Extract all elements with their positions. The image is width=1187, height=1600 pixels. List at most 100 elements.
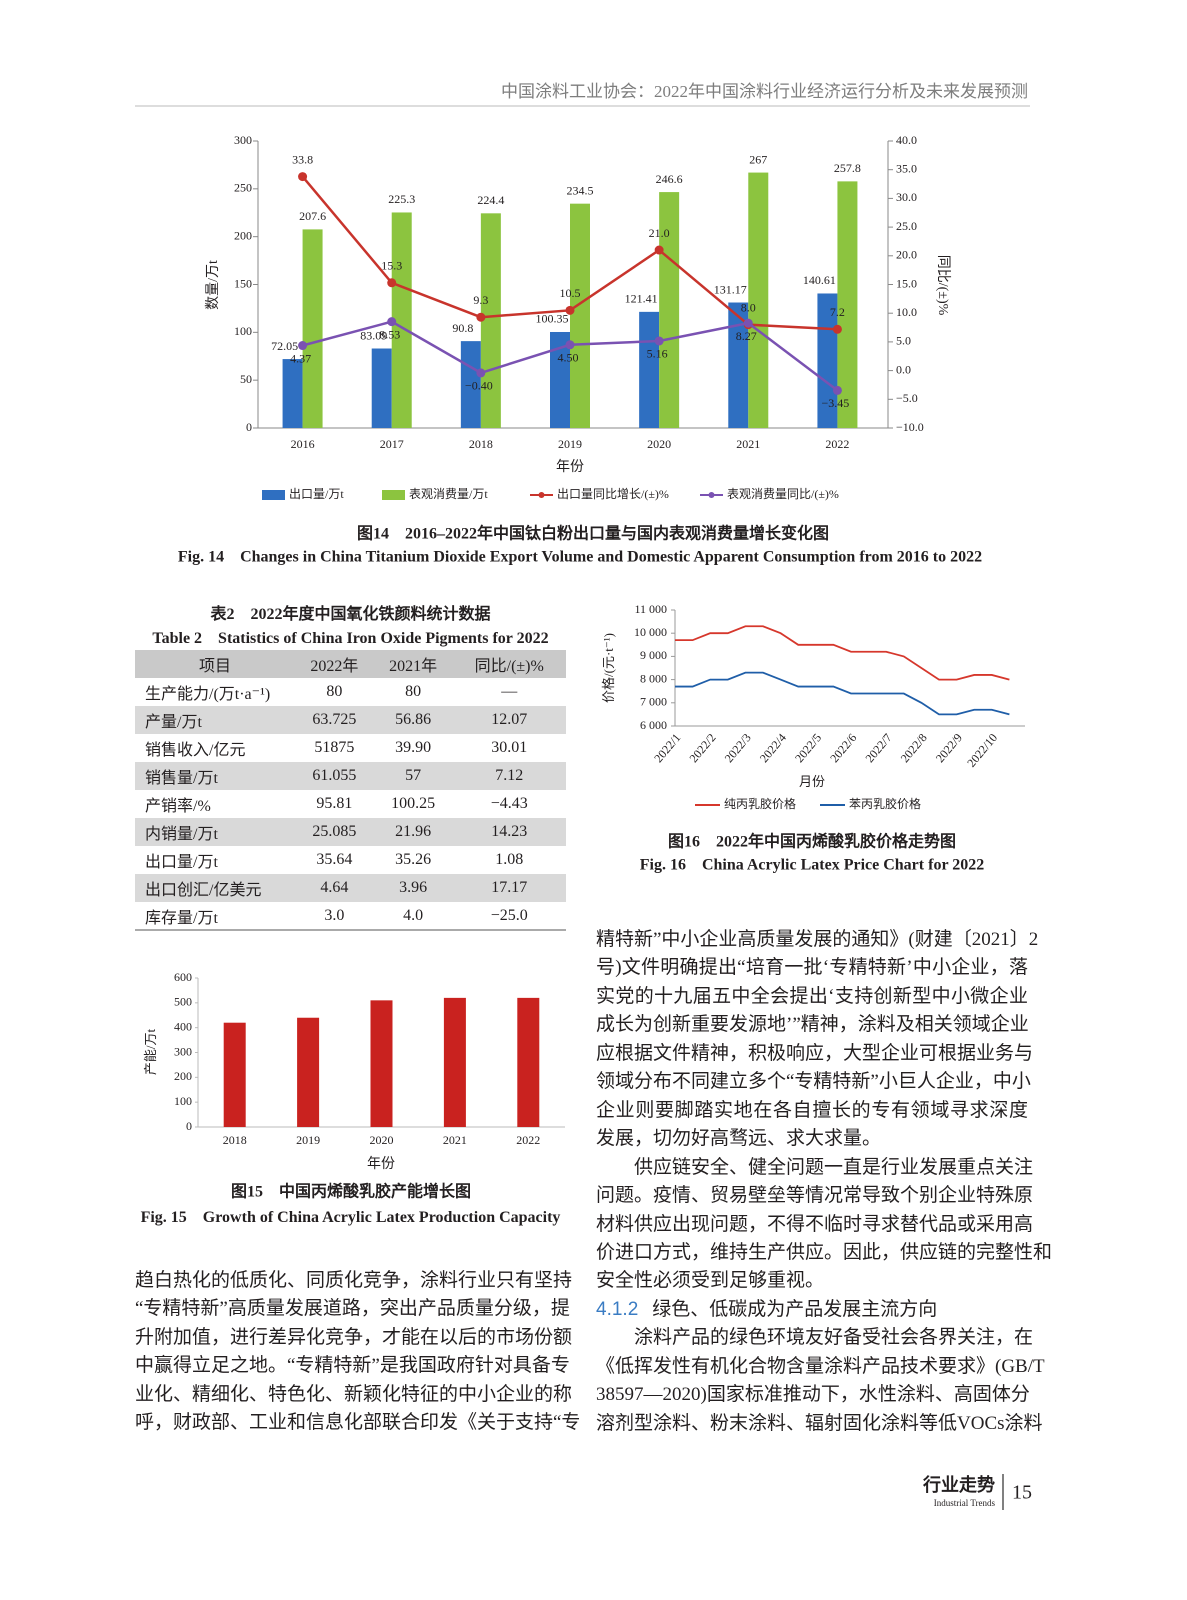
text-line: 实党的十九届五中全会提出‘支持创新型中小微企业 bbox=[596, 985, 1028, 1007]
table-cell: 3.0 bbox=[324, 907, 345, 924]
legend-dot bbox=[708, 492, 715, 498]
x-axis-label: 年份 bbox=[367, 1156, 395, 1172]
table-row: 产量/万t 63.725 56.86 12.07 bbox=[135, 706, 566, 734]
y-tick-label: 7 000 bbox=[640, 695, 667, 709]
x-tick-label: 2022/7 bbox=[862, 731, 894, 766]
table-cell: 17.17 bbox=[491, 879, 528, 896]
y-tick-label: 300 bbox=[174, 1044, 192, 1058]
x-tick-label: 2016 bbox=[291, 437, 315, 451]
bar-label: 90.8 bbox=[452, 321, 473, 335]
table-cell: 21.96 bbox=[395, 823, 432, 840]
x-tick-label: 2022/9 bbox=[933, 731, 965, 766]
y-axis-label: 产能/万t bbox=[143, 1029, 158, 1076]
table-cell: 库存量/万t bbox=[145, 910, 218, 927]
x-tick-label: 2022/6 bbox=[827, 731, 859, 766]
bar bbox=[748, 172, 769, 428]
bar-label: 246.6 bbox=[656, 172, 683, 186]
y-tick-label: 200 bbox=[174, 1069, 192, 1083]
y-tick-label: 0 bbox=[186, 1119, 192, 1133]
text-line: 溶剂型涂料、粉末涂料、辐射固化涂料等低VOCs涂料 bbox=[596, 1412, 1043, 1434]
table-cell: 30.01 bbox=[491, 739, 528, 756]
y-tick-label: 250 bbox=[234, 181, 252, 195]
table-header-row: 项目 2022年 2021年 同比/(±)% bbox=[135, 650, 566, 678]
table-cell: −4.43 bbox=[490, 795, 528, 812]
legend-swatch bbox=[262, 490, 285, 500]
point-label: 10.5 bbox=[560, 286, 581, 300]
footer-section: 行业走势 bbox=[922, 1474, 995, 1495]
table-row: 出口创汇/亿美元 4.64 3.96 17.17 bbox=[135, 874, 566, 902]
table-cell: 100.25 bbox=[391, 795, 436, 812]
y-tick-label: 9 000 bbox=[640, 648, 667, 662]
y-tick-label: 150 bbox=[234, 276, 252, 290]
table-row: 生产能力/(万t·a⁻¹) 80 80 — bbox=[135, 678, 566, 706]
x-tick-label: 2019 bbox=[558, 437, 582, 451]
chart-title: 图14 2016–2022年中国钛白粉出口量与国内表观消费量增长变化图 bbox=[357, 524, 829, 543]
table-cell: −25.0 bbox=[490, 907, 528, 924]
table-cell: 14.23 bbox=[491, 823, 528, 840]
table-cell: 80 bbox=[405, 683, 422, 700]
bar bbox=[550, 331, 570, 428]
y-tick-label: 50 bbox=[240, 372, 252, 386]
bar bbox=[223, 1022, 246, 1127]
x-tick-label: 2020 bbox=[647, 437, 671, 451]
point-label: 7.2 bbox=[830, 305, 845, 319]
text-line: 发展，切勿好高骛远、求大求量。 bbox=[596, 1128, 882, 1150]
running-header: 中国涂料工业协会：2022年中国涂料行业经济运行分析及未来发展预测 bbox=[501, 82, 1028, 101]
x-tick-label: 2021 bbox=[736, 437, 760, 451]
x-tick-label: 2022/1 bbox=[651, 731, 683, 766]
y-tick-label: 8 000 bbox=[640, 671, 667, 685]
y2-tick-label: 0.0 bbox=[896, 362, 911, 376]
bar-label: 131.17 bbox=[714, 282, 747, 296]
bar bbox=[371, 348, 392, 428]
point bbox=[565, 340, 575, 350]
x-tick-label: 2018 bbox=[469, 437, 493, 451]
bar bbox=[837, 181, 858, 428]
bar-label: 121.41 bbox=[625, 292, 658, 306]
point-label: −3.45 bbox=[822, 396, 850, 410]
text-line: 《低挥发性有机化合物含量涂料产品技术要求》(GB/T bbox=[596, 1355, 1045, 1377]
text-line: 供应链安全、健全问题一直是行业发展重点关注 bbox=[634, 1156, 1034, 1178]
point bbox=[387, 317, 397, 327]
table-cell: 95.81 bbox=[316, 795, 353, 812]
y2-tick-label: 20.0 bbox=[896, 248, 917, 262]
line bbox=[675, 671, 1010, 716]
y-tick-label: 11 000 bbox=[634, 602, 667, 616]
table-cell: 25.085 bbox=[312, 823, 357, 840]
bar bbox=[391, 212, 412, 428]
table-row: 出口量/万t 35.64 35.26 1.08 bbox=[135, 846, 566, 874]
text-line: 价进口方式，维持生产供应。因此，供应链的完整性和 bbox=[596, 1241, 1053, 1263]
table-cell: 35.26 bbox=[395, 851, 432, 868]
y-tick-label: 300 bbox=[234, 133, 252, 147]
chart-subtitle: Fig. 14 Changes in China Titanium Dioxid… bbox=[178, 549, 982, 566]
bar bbox=[297, 1017, 320, 1127]
text-line: 升附加值，进行差异化竞争，才能在以后的市场份额 bbox=[135, 1326, 573, 1348]
y-tick-label: 200 bbox=[234, 228, 252, 242]
table-title: 表2 2022年度中国氧化铁颜料统计数据 bbox=[210, 606, 491, 623]
table-cell: 销售量/万t bbox=[145, 770, 218, 787]
legend-label: 纯丙乳胶价格 bbox=[724, 796, 796, 811]
table-cell: 4.64 bbox=[320, 879, 349, 896]
table-header-cell: 2021年 bbox=[389, 658, 438, 675]
bar bbox=[282, 359, 303, 428]
x-tick-label: 2022/4 bbox=[757, 731, 789, 766]
x-tick-label: 2021 bbox=[443, 1133, 467, 1147]
point bbox=[298, 172, 308, 182]
table-subtitle: Table 2 Statistics of China Iron Oxide P… bbox=[152, 630, 549, 647]
point-label: 4.37 bbox=[290, 351, 311, 365]
y-tick-label: 6 000 bbox=[640, 718, 667, 732]
table-cell: 80 bbox=[326, 683, 343, 700]
text-line: 趋白热化的低质化、同质化竞争，涂料行业只有坚持 bbox=[135, 1270, 573, 1291]
y2-tick-label: 40.0 bbox=[896, 133, 917, 147]
table: 项目 2022年 2021年 同比/(±)% 生产能力/(万t·a⁻¹) 80 80 — 产量/… bbox=[135, 650, 566, 930]
y-tick-label: 0 bbox=[246, 420, 252, 434]
y-tick-label: 600 bbox=[174, 970, 192, 984]
x-tick-label: 2022 bbox=[516, 1133, 540, 1147]
table-cell: 39.90 bbox=[395, 739, 432, 756]
table-row: 库存量/万t 3.0 4.0 −25.0 bbox=[135, 902, 566, 930]
bar bbox=[443, 997, 466, 1127]
table-cell: 61.055 bbox=[312, 767, 357, 784]
legend-label: 出口量/万t bbox=[289, 487, 344, 501]
table-block: 表2 2022年度中国氧化铁颜料统计数据 Table 2 Statistics … bbox=[135, 600, 566, 930]
point bbox=[476, 312, 486, 322]
x-tick-label: 2022/3 bbox=[722, 731, 754, 766]
